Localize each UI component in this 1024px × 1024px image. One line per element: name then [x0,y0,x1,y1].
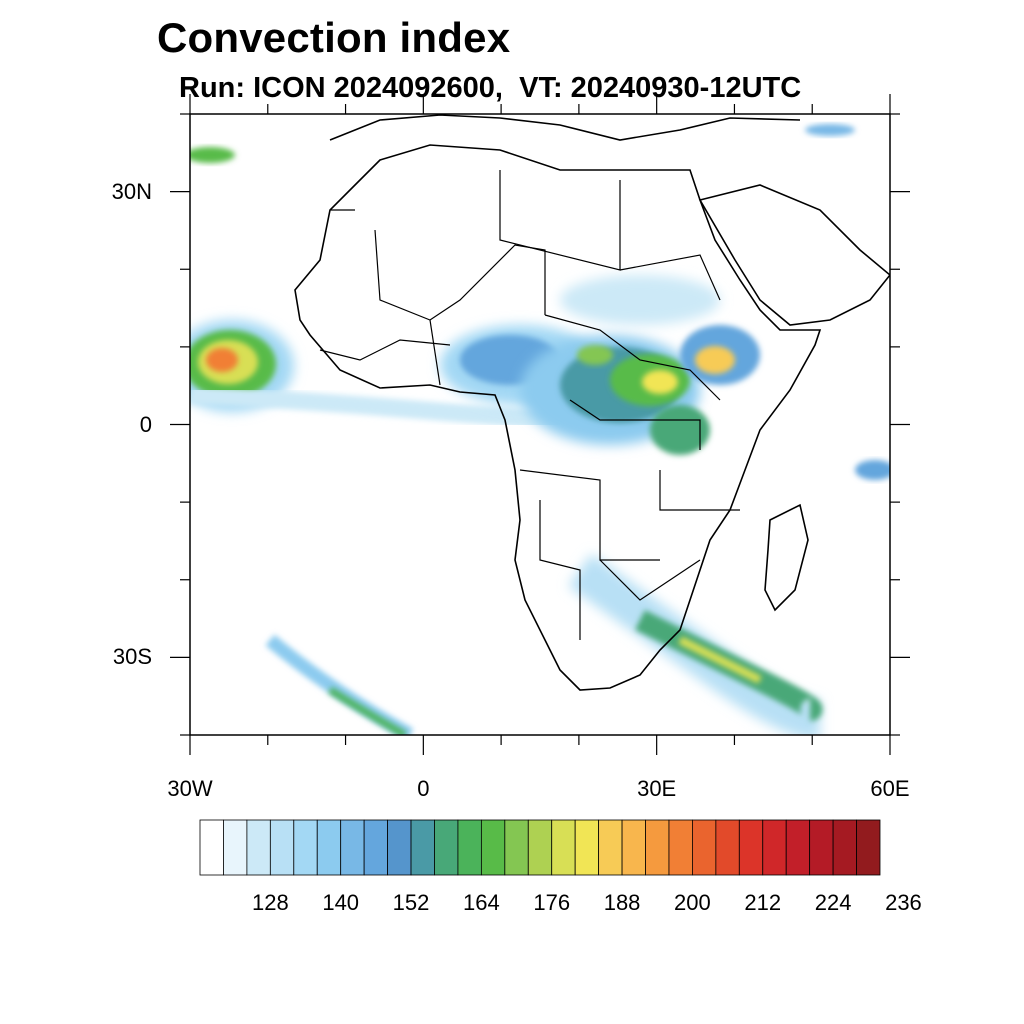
convection-cell-sahel [560,275,720,325]
color-bar-swatch [551,819,576,876]
color-bar-swatch [645,819,670,876]
color-bar-swatch [387,819,412,876]
color-bar-swatch [856,819,881,876]
color-bar-label: 200 [674,890,711,915]
color-bar-swatch [457,819,482,876]
color-bar-swatch [480,819,506,876]
lat-label: 30S [112,644,152,670]
color-bar-label: 128 [251,890,289,915]
convection-band-southern [568,553,823,735]
color-bar-swatch [762,819,787,876]
color-bar-label: 212 [744,890,782,915]
color-bar-swatch [621,819,646,876]
lon-label: 60E [870,776,910,801]
convection-cell-mediterranean [805,124,855,136]
country-borders [319,170,740,640]
color-bar-swatch [598,819,623,876]
convection-cell-central-africa [440,325,760,455]
lat-label: 30N [111,178,152,204]
convection-cell-atlantic [190,320,294,412]
color-bar-swatch [340,819,365,876]
color-bar-label: 236 [885,890,922,915]
color-bar-swatch [246,819,271,876]
color-bar-swatch [668,819,693,876]
chart-title: Convection index [157,14,511,61]
color-bar-swatch [692,819,717,876]
convection-band-sw-atlantic-core [328,687,407,735]
convection-cell-nw [190,147,235,163]
axis-ticks [170,94,910,755]
color-bar-swatch [832,819,857,876]
coastlines [294,114,890,691]
mediterranean-coastline [329,114,801,141]
arabia-coastline [698,184,890,326]
color-bar-swatch [715,819,740,876]
color-bar-label: 176 [533,890,571,915]
convection-field [190,114,890,735]
color-bar-swatch [363,819,388,876]
color-bar-swatch [574,819,600,876]
itcz-band [190,386,561,429]
color-bar-label: 164 [463,890,500,915]
color-bar-swatch [410,819,435,876]
color-bar-swatch [269,819,295,876]
color-bar-swatch [504,819,529,876]
lon-label: 0 [417,776,430,801]
color-bar-swatch [527,819,553,876]
convection-cell-indian-ocean [855,460,890,480]
color-bar-swatch [293,819,318,876]
color-bar-swatch [223,819,248,876]
madagascar-coastline [764,503,809,612]
lat-label: 0 [139,411,152,437]
color-bar-swatch [199,819,224,876]
convection-band-sw-atlantic [265,634,414,735]
color-bar-swatch [434,819,459,876]
africa-coastline [294,144,822,691]
lon-label: 30E [637,776,677,801]
color-bar-swatch [785,819,811,876]
color-bar-label: 152 [392,890,430,915]
color-bar [199,819,881,876]
color-bar-swatch [809,819,834,876]
lon-label: 30W [167,776,213,801]
chart-subtitle: Run: ICON 2024092600, VT: 20240930-12UTC [179,72,802,104]
color-bar-label: 224 [814,890,852,915]
color-bar-swatch [738,819,764,876]
color-bar-label: 140 [322,890,360,915]
color-bar-label: 188 [603,890,641,915]
color-bar-swatch [316,819,342,876]
